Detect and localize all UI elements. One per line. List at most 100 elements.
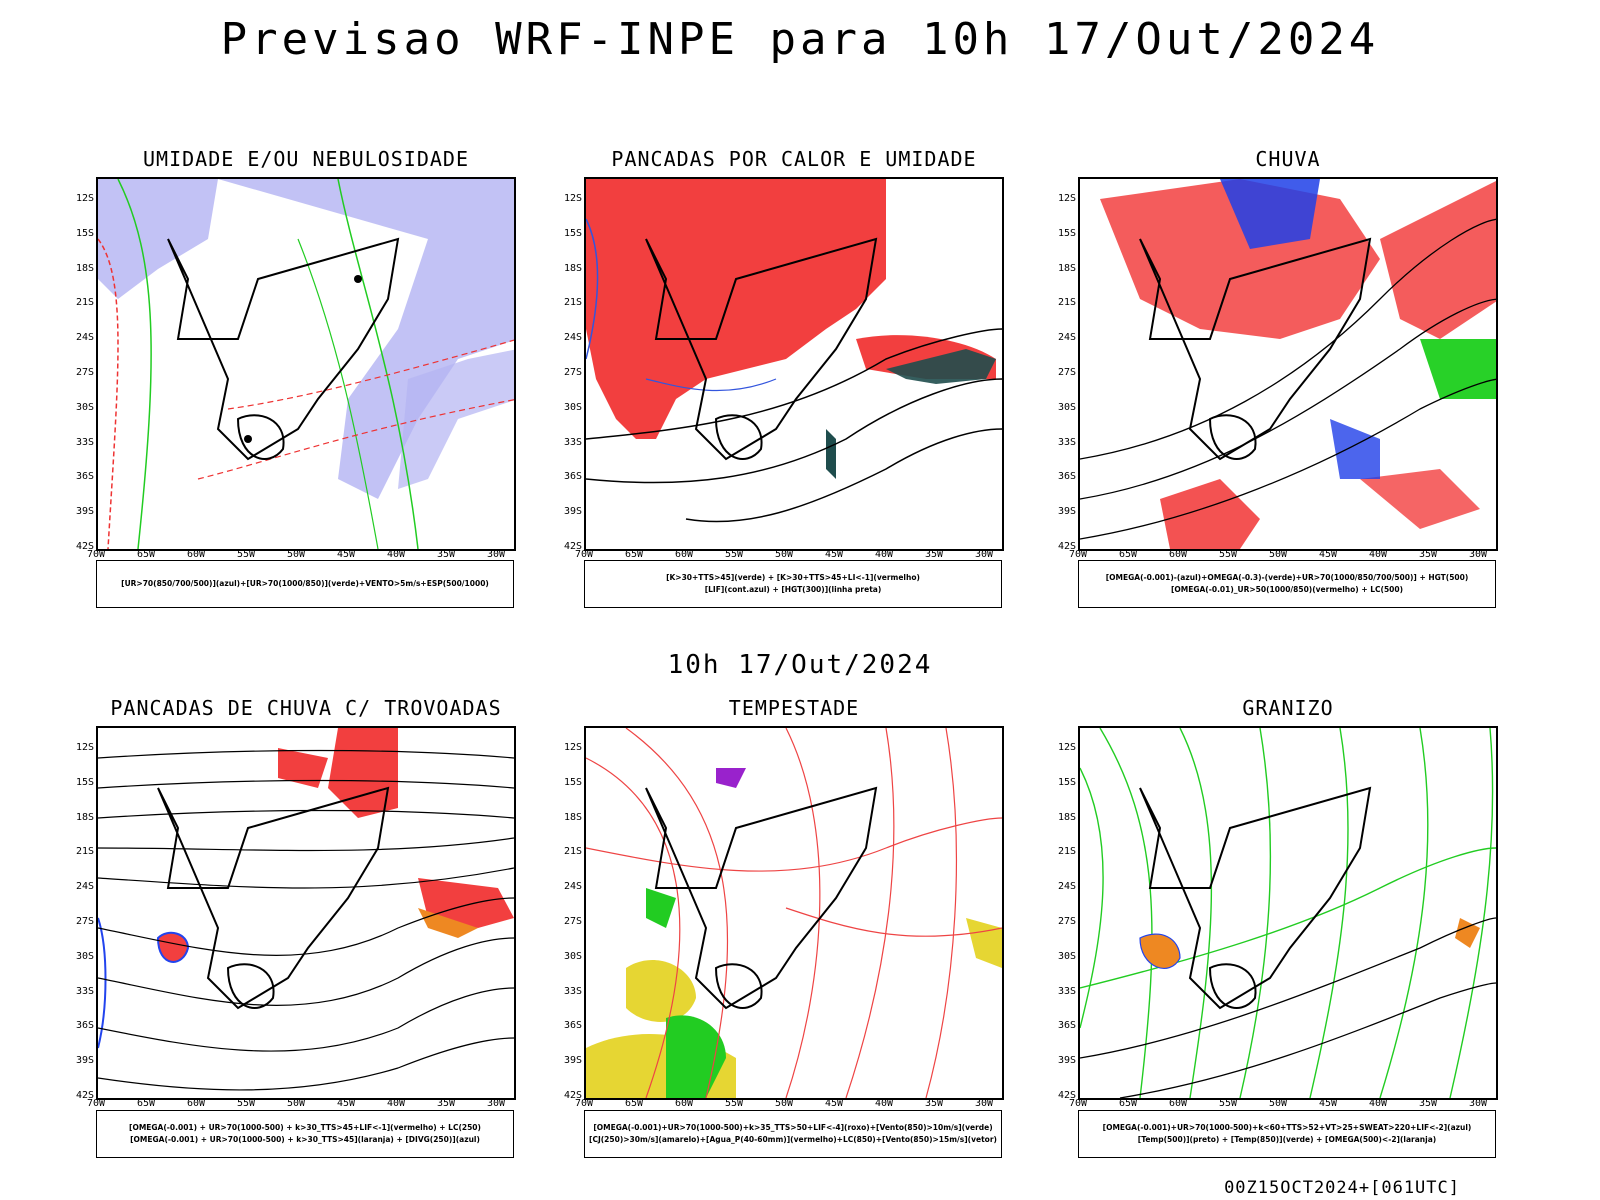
lon-label: 60W [674,549,694,560]
legend-line: [OMEGA(-0.001) + UR>70(1000-500) + k>30_… [129,1123,481,1132]
lon-label: 30W [974,1098,994,1109]
lon-label: 30W [1468,1098,1488,1109]
lat-label: 21S [1057,297,1076,309]
lat-label: 39S [1057,506,1076,518]
lat-label: 12S [1057,742,1076,753]
lat-label: 42S [563,541,582,552]
lat-label: 36S [1057,1020,1076,1032]
lon-label: 40W [1368,549,1388,560]
middle-title: 10h 17/Out/2024 [667,650,933,680]
lon-label: 60W [1168,1098,1188,1109]
legend-line: [Temp(500)](preto) + [Temp(850)](verde) … [1137,1135,1437,1144]
lat-label: 30S [563,950,582,962]
lat-label: 42S [1057,541,1076,552]
lat-label: 24S [75,881,94,893]
panel-title-trovoadas: PANCADAS DE CHUVA C/ TROVOADAS [110,696,502,720]
lon-label: 65W [1118,1098,1138,1109]
lat-label: 24S [563,332,582,344]
lon-label: 35W [436,549,456,560]
lat-label: 12S [563,742,582,753]
lon-label: 30W [1468,549,1488,560]
lon-label: 40W [874,549,894,560]
lon-label: 35W [924,549,944,560]
lat-label: 42S [75,541,94,552]
lat-label: 24S [1057,881,1076,893]
lon-label: 55W [1218,1098,1238,1109]
lon-label: 60W [1168,549,1188,560]
lon-label: 45W [1318,1098,1338,1109]
lon-label: 70W [1068,1098,1088,1109]
legend-line: [K>30+TTS>45](verde) + [K>30+TTS>45+LI<-… [666,573,920,582]
lat-label: 24S [1057,332,1076,344]
lon-label: 50W [286,549,306,560]
lat-label: 15S [1057,776,1076,788]
lat-label: 33S [1057,436,1076,448]
lat-label: 21S [75,846,94,858]
legend-umidade: [UR>70(850/700/500)](azul)+[UR>70(1000/8… [96,560,514,608]
legend-trovoadas: [OMEGA(-0.001) + UR>70(1000-500) + k>30_… [96,1110,514,1158]
legend-line: [CJ(250)>30m/s](amarelo)+[Agua_P(40-60mm… [589,1135,997,1144]
lon-label: 40W [386,1098,406,1109]
lon-label: 40W [386,549,406,560]
lon-label: 65W [1118,549,1138,560]
lon-label: 55W [236,1098,256,1109]
lon-label: 70W [574,549,594,560]
lon-label: 30W [486,549,506,560]
lon-label: 50W [1268,1098,1288,1109]
lat-label: 21S [75,297,94,309]
lon-label: 45W [1318,549,1338,560]
lat-label: 18S [563,811,582,823]
lat-label: 33S [563,436,582,448]
legend-line: [UR>70(850/700/500)](azul)+[UR>70(1000/8… [121,579,489,588]
lon-label: 65W [624,1098,644,1109]
legend-line: [OMEGA(-0.001)-(azul)+OMEGA(-0.3)-(verde… [1105,573,1469,582]
lat-label: 30S [563,401,582,413]
lon-label: 60W [186,549,206,560]
lat-label: 27S [1057,916,1076,927]
lat-label: 36S [1057,471,1076,483]
lat-label: 15S [563,227,582,239]
lon-label: 60W [186,1098,206,1109]
map-umidade [96,177,516,551]
map-tempestade [584,726,1004,1100]
map-trovoadas [96,726,516,1100]
lat-label: 30S [1057,950,1076,962]
lat-label: 42S [563,1090,582,1101]
lat-label: 21S [563,297,582,309]
lon-label: 45W [336,549,356,560]
legend-line: [LIF](cont.azul) + [HGT(300)](linha pret… [704,585,882,594]
map-tempestade-svg [586,728,1002,1098]
lon-label: 30W [974,549,994,560]
lon-label: 60W [674,1098,694,1109]
panel-title-chuva: CHUVA [1255,147,1321,171]
lat-label: 18S [1057,811,1076,823]
lon-label: 45W [336,1098,356,1109]
lat-label: 36S [75,1020,94,1032]
lon-label: 65W [136,1098,156,1109]
lat-label: 30S [1057,401,1076,413]
lon-label: 55W [724,1098,744,1109]
lat-label: 27S [1057,367,1076,378]
legend-pancadas-calor: [K>30+TTS>45](verde) + [K>30+TTS>45+LI<-… [584,560,1002,608]
lat-label: 39S [563,506,582,518]
legend-granizo: [OMEGA(-0.001)+UR>70(1000-500)+k<60+TTS>… [1078,1110,1496,1158]
map-umidade-svg [98,179,514,549]
map-chuva-svg [1080,179,1496,549]
panel-title-tempestade: TEMPESTADE [728,696,860,720]
lon-label: 45W [824,549,844,560]
lon-label: 40W [1368,1098,1388,1109]
map-trovoadas-svg [98,728,514,1091]
lon-label: 50W [286,1098,306,1109]
lon-label: 35W [1418,1098,1438,1109]
lon-label: 50W [1268,549,1288,560]
lat-label: 42S [1057,1090,1076,1101]
lat-label: 36S [75,471,94,483]
lat-label: 18S [1057,262,1076,274]
lat-label: 12S [1057,193,1076,204]
panel-title-pancadas-calor: PANCADAS POR CALOR E UMIDADE [611,147,977,171]
lat-label: 36S [563,1020,582,1032]
lat-label: 33S [75,436,94,448]
lat-label: 30S [75,950,94,962]
lon-label: 55W [236,549,256,560]
lat-label: 42S [75,1090,94,1101]
